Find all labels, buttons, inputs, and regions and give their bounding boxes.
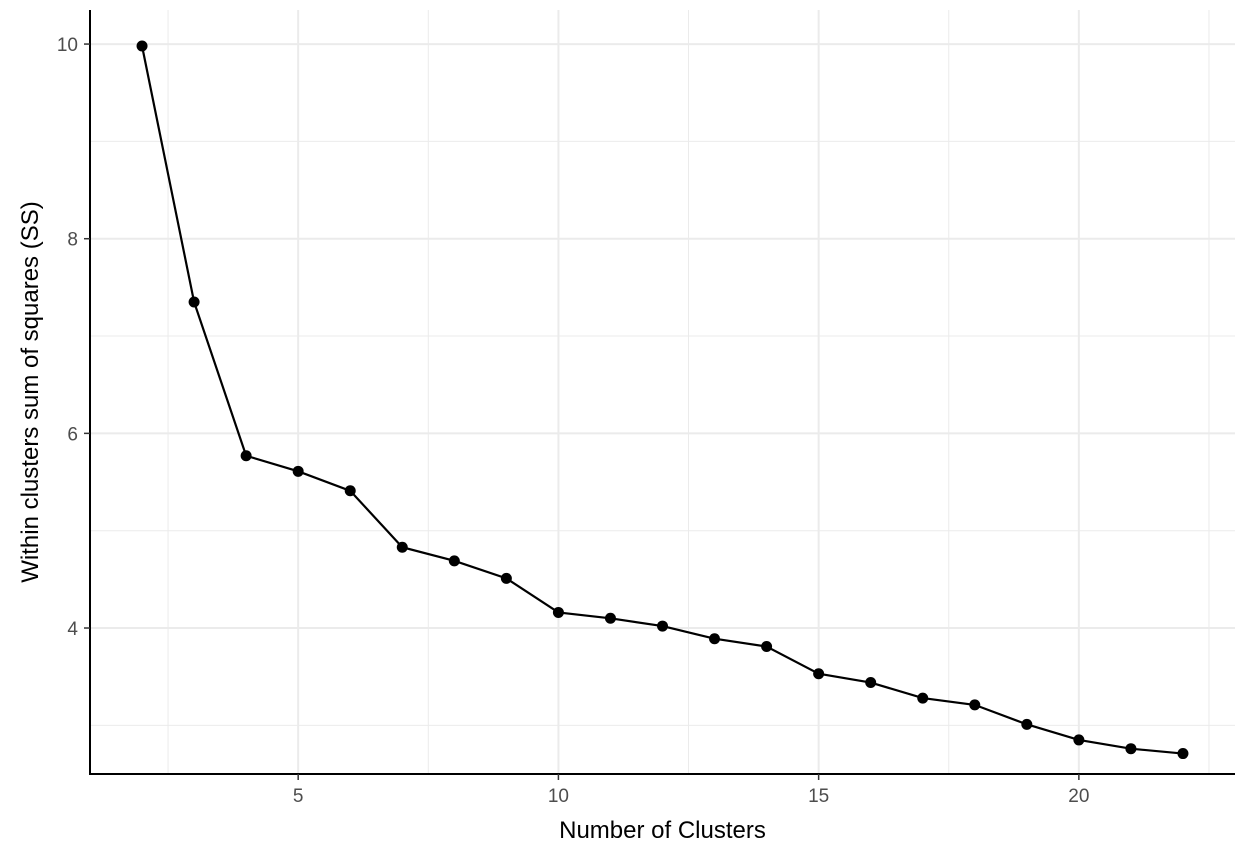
data-point bbox=[709, 633, 721, 645]
y-tick-label: 6 bbox=[67, 424, 78, 445]
data-point bbox=[865, 677, 877, 689]
x-tick-label: 15 bbox=[808, 786, 829, 807]
y-tick-label: 8 bbox=[67, 230, 78, 251]
ticks: 5 10 15 20 4 6 8 10 bbox=[57, 35, 1090, 807]
data-point bbox=[240, 450, 252, 462]
data-point bbox=[448, 555, 460, 567]
data-point bbox=[552, 606, 564, 618]
data-point bbox=[136, 40, 148, 52]
data-point bbox=[813, 668, 825, 680]
data-point bbox=[1021, 718, 1033, 730]
data-point bbox=[188, 296, 200, 308]
series bbox=[136, 40, 1189, 760]
data-point bbox=[1073, 734, 1085, 746]
data-point bbox=[604, 612, 616, 624]
axes bbox=[89, 10, 1235, 775]
data-point bbox=[657, 620, 668, 632]
x-axis-title: Number of Clusters bbox=[559, 817, 766, 844]
data-point bbox=[1125, 743, 1137, 755]
data-point bbox=[344, 485, 356, 497]
data-point bbox=[969, 699, 981, 711]
x-tick-label: 10 bbox=[548, 786, 569, 807]
data-point bbox=[761, 641, 773, 653]
data-point bbox=[396, 541, 408, 553]
data-point bbox=[500, 572, 512, 584]
data-point bbox=[1177, 748, 1189, 760]
grid bbox=[90, 10, 1235, 774]
y-tick-label: 4 bbox=[67, 619, 78, 640]
y-axis-title: Within clusters sum of squares (SS) bbox=[17, 201, 44, 582]
data-point bbox=[917, 692, 929, 704]
x-tick-label: 20 bbox=[1068, 786, 1089, 807]
data-point bbox=[292, 465, 304, 477]
y-tick-label: 10 bbox=[57, 35, 78, 56]
x-tick-label: 5 bbox=[293, 786, 304, 807]
